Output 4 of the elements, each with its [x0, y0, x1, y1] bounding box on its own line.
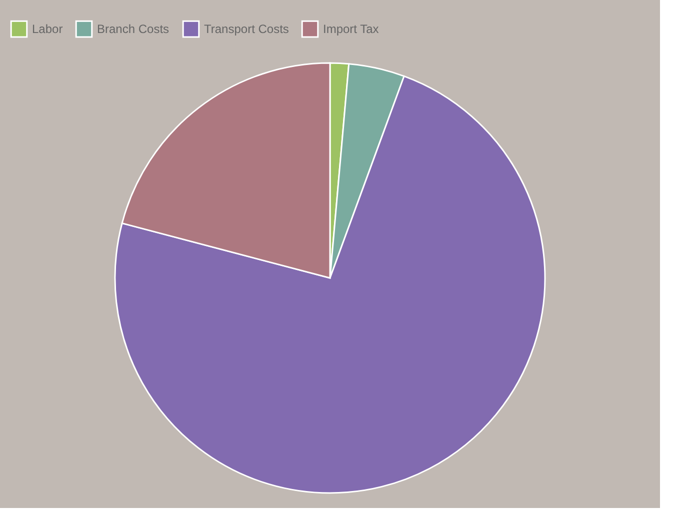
- legend-label: Branch Costs: [97, 22, 170, 36]
- legend-label: Import Tax: [323, 22, 379, 36]
- legend-label: Labor: [32, 22, 63, 36]
- legend-label: Transport Costs: [204, 22, 289, 36]
